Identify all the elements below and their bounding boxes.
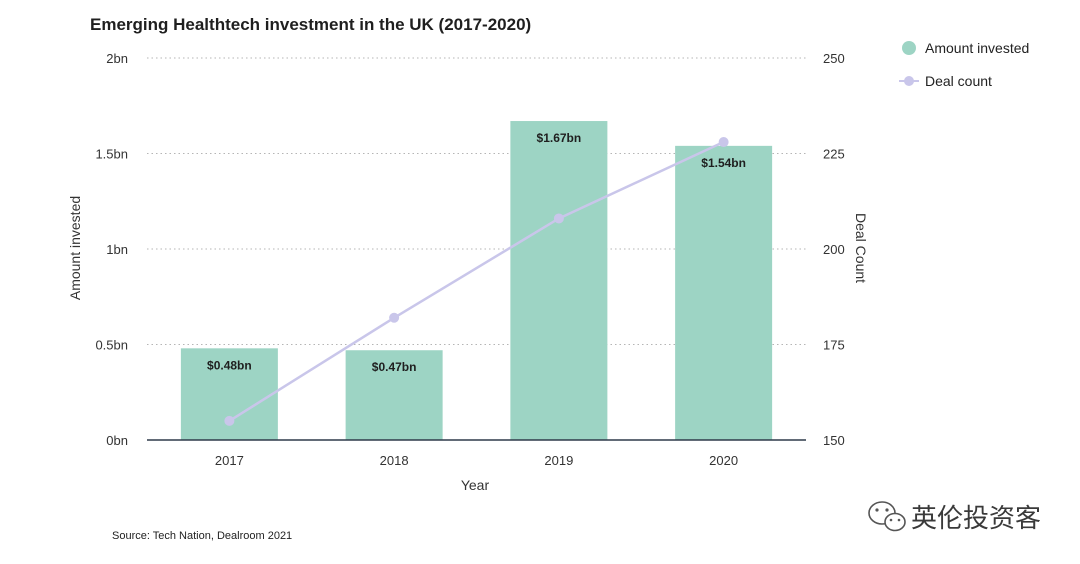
y-left-tick-label: 0bn [106,433,128,448]
watermark: 英伦投资客 [868,501,1041,534]
x-axis-label: Year [461,477,490,493]
y-axis-right-label: Deal Count [853,213,869,283]
x-tick-label: 2018 [380,453,409,468]
y-right-tick-label: 200 [823,242,845,257]
bar-data-label: $0.48bn [207,358,252,372]
data-labels: $0.48bn $0.47bn $1.67bn $1.54bn [207,131,746,374]
deal-count-point [224,415,235,426]
axes: 0bn 0.5bn 1bn 1.5bn 2bn 150 175 200 225 250 2017 20… [95,51,844,468]
deal-count-line [228,140,725,422]
deal-count-point [718,137,729,148]
bar-data-label: $0.47bn [372,360,417,374]
y-left-tick-label: 1.5bn [95,147,128,162]
y-right-tick-label: 150 [823,433,845,448]
y-left-tick-label: 1bn [106,242,128,257]
legend-label-amount: Amount invested [925,40,1029,56]
bar-data-label: $1.54bn [701,156,746,170]
x-tick-label: 2020 [709,453,738,468]
bar-series [180,121,773,441]
x-tick-label: 2017 [215,453,244,468]
line-series [224,137,729,426]
bar [510,121,608,440]
legend: Amount invested Deal count [899,40,1029,89]
y-right-tick-label: 175 [823,338,845,353]
y-left-tick-label: 2bn [106,51,128,66]
source-note: Source: Tech Nation, Dealroom 2021 [112,530,292,542]
x-tick-label: 2019 [544,453,573,468]
legend-swatch-amount [902,41,916,55]
bar [675,145,773,441]
deal-count-point [389,312,400,323]
y-right-tick-label: 250 [823,51,845,66]
legend-swatch-deal-dot [904,76,914,86]
wechat-icon [868,501,906,532]
watermark-text: 英伦投资客 [911,504,1041,534]
y-left-tick-label: 0.5bn [95,338,128,353]
chart-title: Emerging Healthtech investment in the UK… [90,15,531,34]
y-right-tick-label: 225 [823,147,845,162]
bar [345,350,443,440]
deal-count-point [553,213,564,224]
y-axis-left-label: Amount invested [67,196,83,300]
legend-label-deal: Deal count [925,73,992,89]
bar-data-label: $1.67bn [537,131,582,145]
